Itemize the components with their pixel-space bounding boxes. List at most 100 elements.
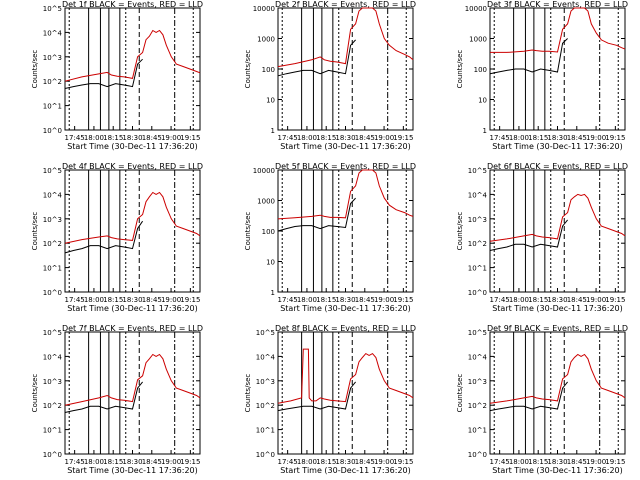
x-tick-label: 17:45 <box>278 458 298 466</box>
x-tick-label: 18:45 <box>355 134 375 142</box>
y-tick-label: 10^3 <box>468 378 487 386</box>
x-axis-label: Start Time (30-Dec-11 17:36:20) <box>492 466 623 475</box>
x-tick-label: 18:45 <box>567 458 587 466</box>
x-tick-label: 17:45 <box>65 296 85 304</box>
y-tick-label: 10 <box>266 259 275 267</box>
y-tick-label: 1000 <box>257 198 275 206</box>
x-tick-label: 18:45 <box>355 458 375 466</box>
y-tick-label: 10^1 <box>468 427 487 435</box>
series-lld-line <box>277 7 414 68</box>
y-tick-label: 1000 <box>257 36 275 44</box>
y-axis-label: Counts/sec <box>31 374 39 413</box>
x-tick-label: 17:45 <box>278 296 298 304</box>
x-tick-label: 18:30 <box>335 458 355 466</box>
x-tick-label: 19:00 <box>374 458 394 466</box>
x-tick-label: 18:00 <box>297 296 317 304</box>
y-tick-label: 10000 <box>253 5 275 13</box>
y-tick-label: 10^4 <box>43 191 63 199</box>
x-tick-label: 18:00 <box>297 134 317 142</box>
y-axis-label: Counts/sec <box>31 212 39 251</box>
x-tick-label: 18:45 <box>142 134 162 142</box>
y-tick-label: 1 <box>483 127 487 135</box>
y-axis-label: Counts/sec <box>244 212 252 251</box>
y-tick-label: 10^5 <box>468 167 487 175</box>
x-tick-label: 19:15 <box>393 134 413 142</box>
x-tick-label: 18:30 <box>547 134 567 142</box>
x-axis-label: Start Time (30-Dec-11 17:36:20) <box>67 142 198 151</box>
x-tick-label: 19:00 <box>586 458 606 466</box>
y-tick-label: 10^2 <box>468 240 487 248</box>
y-axis-label: Counts/sec <box>456 374 464 413</box>
y-axis-label: Counts/sec <box>244 374 252 413</box>
y-tick-label: 10^2 <box>43 240 62 248</box>
y-axis-label: Counts/sec <box>31 50 39 89</box>
x-axis-label: Start Time (30-Dec-11 17:36:20) <box>280 304 411 313</box>
plot-det-1: Det 1f BLACK = Events, RED = LLD 10^0 10^1… <box>31 0 203 151</box>
series-lld-line <box>277 169 414 220</box>
y-tick-label: 1000 <box>469 36 487 44</box>
y-tick-label: 10^0 <box>43 451 62 459</box>
series-events-line <box>64 220 144 254</box>
y-tick-label: 10^5 <box>43 167 62 175</box>
y-tick-label: 10^3 <box>43 378 62 386</box>
x-tick-label: 18:45 <box>567 296 587 304</box>
x-tick-label: 18:30 <box>122 134 142 142</box>
y-tick-label: 10^2 <box>43 78 62 86</box>
plot-title: Det 9f BLACK = Events, RED = LLD <box>487 324 628 333</box>
x-tick-label: 18:30 <box>547 296 567 304</box>
y-tick-label: 10 <box>478 97 487 105</box>
y-tick-label: 10000 <box>253 167 275 175</box>
x-tick-label: 17:45 <box>490 296 510 304</box>
plot-frame <box>489 7 626 131</box>
x-tick-label: 18:15 <box>103 134 123 142</box>
series-events-line <box>277 381 356 412</box>
y-tick-label: 10^1 <box>256 427 275 435</box>
x-tick-label: 18:15 <box>528 458 548 466</box>
y-tick-label: 100 <box>262 66 275 74</box>
x-tick-label: 17:45 <box>490 134 510 142</box>
x-tick-label: 18:30 <box>335 296 355 304</box>
x-tick-label: 18:45 <box>355 296 375 304</box>
y-tick-label: 10^4 <box>256 353 276 361</box>
plot-det-4: Det 4f BLACK = Events, RED = LLD 10^0 10^1… <box>31 162 203 313</box>
plot-frame <box>277 169 414 293</box>
x-tick-label: 18:30 <box>335 134 355 142</box>
series-lld-line <box>489 353 626 404</box>
y-tick-label: 10^5 <box>468 329 487 337</box>
y-tick-label: 100 <box>474 66 487 74</box>
plot-frame <box>64 331 201 455</box>
x-axis-label: Start Time (30-Dec-11 17:36:20) <box>492 304 623 313</box>
plot-frame <box>489 169 626 293</box>
x-tick-label: 18:30 <box>122 458 142 466</box>
x-tick-label: 19:00 <box>161 458 181 466</box>
x-tick-label: 19:15 <box>180 134 200 142</box>
plot-title: Det 7f BLACK = Events, RED = LLD <box>62 324 203 333</box>
x-axis-label: Start Time (30-Dec-11 17:36:20) <box>280 466 411 475</box>
x-tick-label: 18:15 <box>103 458 123 466</box>
x-tick-label: 18:00 <box>84 458 104 466</box>
y-tick-label: 10^0 <box>43 289 62 297</box>
y-tick-label: 10^4 <box>468 353 488 361</box>
x-tick-label: 19:15 <box>180 296 200 304</box>
y-tick-label: 10000 <box>465 5 487 13</box>
x-tick-label: 17:45 <box>490 458 510 466</box>
x-tick-label: 19:00 <box>161 296 181 304</box>
series-lld-line <box>64 29 201 82</box>
x-tick-label: 18:15 <box>316 296 336 304</box>
series-lld-line <box>64 191 201 244</box>
plot-frame <box>64 169 201 293</box>
y-tick-label: 10^0 <box>256 451 275 459</box>
y-tick-label: 10^2 <box>256 402 275 410</box>
y-tick-label: 10^5 <box>43 5 62 13</box>
x-tick-label: 18:00 <box>84 296 104 304</box>
y-tick-label: 10^1 <box>43 265 62 273</box>
plot-title: Det 5f BLACK = Events, RED = LLD <box>275 162 416 171</box>
plot-det-8: Det 8f BLACK = Events, RED = LLD 10^0 10^1… <box>244 324 416 475</box>
x-tick-label: 18:45 <box>142 296 162 304</box>
plot-frame <box>277 7 414 131</box>
x-tick-label: 18:00 <box>84 134 104 142</box>
x-tick-label: 17:45 <box>278 134 298 142</box>
y-tick-label: 10 <box>266 97 275 105</box>
series-lld-line <box>277 348 414 404</box>
y-axis-label: Counts/sec <box>456 50 464 89</box>
